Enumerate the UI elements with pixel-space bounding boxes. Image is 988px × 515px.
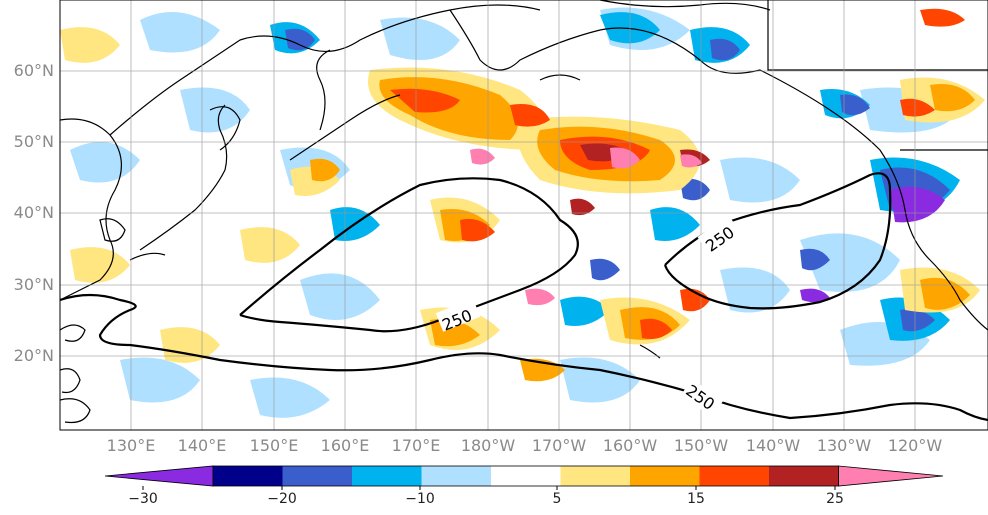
colorbar-outline	[212, 465, 839, 487]
colorbar-segment	[560, 466, 631, 486]
map-frame	[59, 0, 988, 431]
lon-label: 180°W	[460, 436, 516, 455]
colorbar-segment	[352, 466, 422, 486]
colorbar-extend-high	[838, 465, 944, 487]
colorbar-tick-label: −10	[405, 491, 435, 507]
colorbar-tick-label: −20	[267, 491, 297, 507]
colorbar-segment	[491, 466, 561, 486]
lon-label: 160°E	[320, 436, 370, 455]
coastlines	[60, 0, 988, 424]
lon-label: 170°W	[531, 436, 587, 455]
contour-250	[60, 172, 988, 422]
colorbar-segment	[769, 466, 839, 486]
anomaly-field	[60, 7, 985, 418]
gridlines	[60, 0, 988, 430]
lat-label: 50°N	[13, 132, 54, 151]
lat-label: 40°N	[13, 203, 54, 222]
lat-label: 20°N	[13, 346, 54, 365]
colorbar-tick-label: 15	[687, 491, 705, 507]
colorbar-segment	[282, 466, 353, 486]
colorbar-segment	[421, 466, 492, 486]
colorbar-tick-label: 5	[552, 491, 562, 507]
lon-label: 130°E	[106, 436, 156, 455]
lon-label: 170°E	[391, 436, 441, 455]
lon-label: 130°W	[816, 436, 872, 455]
colorbar-tick-label: −30	[128, 491, 158, 507]
colorbar-extend-low	[104, 465, 214, 487]
colorbar	[104, 465, 944, 490]
colorbar-segment	[213, 466, 283, 486]
lon-label: 140°W	[745, 436, 801, 455]
lon-label: 140°E	[177, 436, 227, 455]
lon-label: 150°E	[249, 436, 299, 455]
colorbar-segment	[699, 466, 770, 486]
colorbar-tick-label: 25	[826, 491, 844, 507]
lat-label: 30°N	[13, 275, 54, 294]
colorbar-segment	[630, 466, 700, 486]
lon-label: 160°W	[602, 436, 658, 455]
lon-label: 150°W	[673, 436, 729, 455]
lat-label: 60°N	[13, 61, 54, 80]
lon-label: 120°W	[887, 436, 943, 455]
